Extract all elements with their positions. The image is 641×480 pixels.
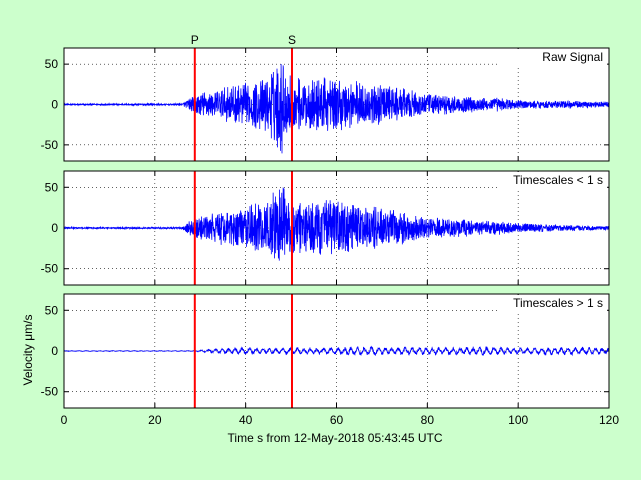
panel-title: Raw Signal — [542, 50, 603, 64]
waveform-trace — [63, 345, 610, 357]
panel-2: -50 0 50 Timescales < 1 s — [41, 170, 610, 286]
x-tick-label: 60 — [330, 413, 344, 427]
x-tick-label: 100 — [508, 413, 528, 427]
x-tick-label: 120 — [599, 413, 619, 427]
panel-1: -50 0 50 Raw Signal — [41, 47, 610, 162]
y-tick-label: 0 — [51, 344, 58, 358]
x-tick-labels: 0 20 40 60 80 100 120 — [61, 413, 620, 427]
y-tick-label: 0 — [51, 98, 58, 112]
plot-frame — [63, 170, 610, 286]
plot-frame — [63, 293, 610, 409]
y-tick-label: 50 — [45, 57, 59, 71]
panel-title: Timescales < 1 s — [513, 173, 603, 187]
plot-frame — [63, 47, 610, 162]
y-tick-label: 0 — [51, 221, 58, 235]
phase-label-p: P — [191, 33, 199, 47]
y-tick-label: 50 — [45, 303, 59, 317]
x-tick-label: 0 — [61, 413, 68, 427]
panel-title-background — [497, 295, 607, 311]
waveform-trace — [63, 63, 610, 154]
x-tick-label: 40 — [239, 413, 253, 427]
y-tick-label: -50 — [41, 138, 59, 152]
panel-title: Timescales > 1 s — [513, 296, 603, 310]
x-tick-label: 20 — [148, 413, 162, 427]
x-tick-label: 80 — [421, 413, 435, 427]
panel-3: -50 0 50 Timescales > 1 s — [41, 293, 610, 409]
y-tick-label: 50 — [45, 180, 59, 194]
panel-title-background — [497, 172, 607, 188]
panel-title-background — [497, 49, 607, 65]
y-tick-label: -50 — [41, 262, 59, 276]
phase-label-s: S — [288, 33, 296, 47]
y-tick-label: -50 — [41, 385, 59, 399]
waveform-trace — [63, 187, 610, 261]
y-axis-label: Velocity μm/s — [21, 315, 35, 386]
x-axis-label: Time s from 12-May-2018 05:43:45 UTC — [228, 431, 443, 445]
